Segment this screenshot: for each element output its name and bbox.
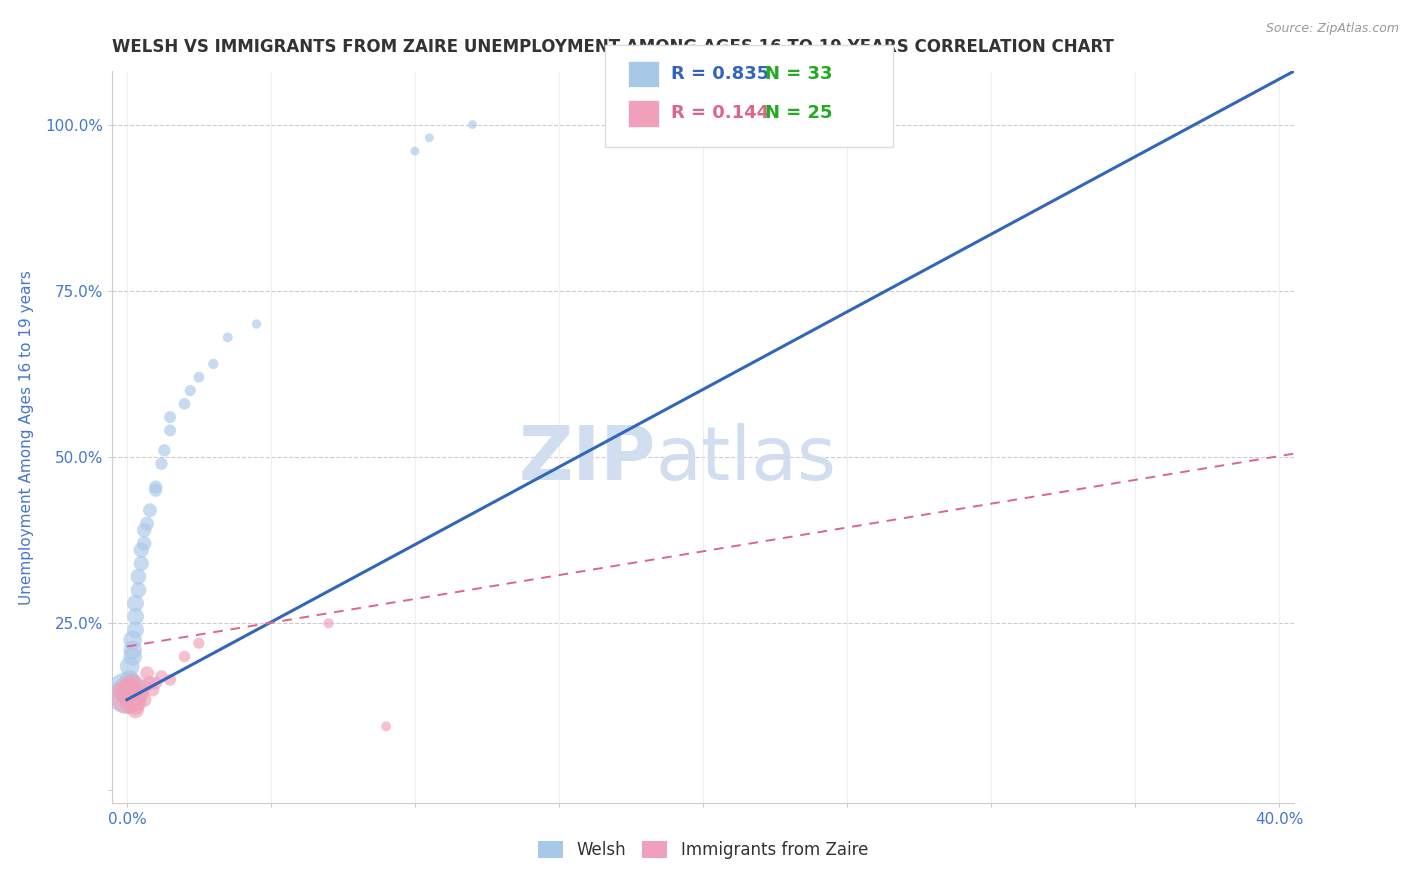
Point: [118, 692, 141, 706]
Y-axis label: Unemployment Among Ages 16 to 19 years: Unemployment Among Ages 16 to 19 years: [20, 269, 34, 605]
Text: N = 33: N = 33: [765, 65, 832, 83]
Point: [134, 523, 156, 537]
Point: [127, 582, 149, 597]
Point: [115, 686, 138, 700]
Point: [121, 632, 143, 647]
Point: [124, 703, 146, 717]
Point: [136, 516, 159, 531]
Point: [139, 676, 162, 690]
Point: [179, 384, 201, 398]
Point: [121, 643, 143, 657]
Point: [118, 673, 141, 687]
Point: [129, 543, 152, 558]
Point: [127, 690, 149, 704]
Text: Source: ZipAtlas.com: Source: ZipAtlas.com: [1265, 22, 1399, 36]
Point: [115, 690, 138, 704]
Point: [159, 424, 181, 438]
Point: [159, 673, 181, 687]
Point: [145, 483, 167, 498]
Text: R = 0.144: R = 0.144: [671, 104, 769, 122]
Legend: Welsh, Immigrants from Zaire: Welsh, Immigrants from Zaire: [530, 833, 876, 868]
Point: [159, 410, 181, 425]
Point: [118, 659, 141, 673]
Point: [145, 480, 167, 494]
Point: [124, 623, 146, 637]
Point: [129, 686, 152, 700]
Point: [145, 676, 167, 690]
Point: [404, 144, 426, 158]
Point: [121, 676, 143, 690]
Point: [139, 503, 162, 517]
Point: [134, 536, 156, 550]
Point: [150, 669, 173, 683]
Point: [124, 699, 146, 714]
Point: [173, 397, 195, 411]
Text: R = 0.835: R = 0.835: [671, 65, 769, 83]
Text: WELSH VS IMMIGRANTS FROM ZAIRE UNEMPLOYMENT AMONG AGES 16 TO 19 YEARS CORRELATIO: WELSH VS IMMIGRANTS FROM ZAIRE UNEMPLOYM…: [112, 38, 1115, 56]
Point: [318, 616, 340, 631]
Point: [121, 690, 143, 704]
Point: [121, 649, 143, 664]
Point: [134, 680, 156, 694]
Point: [115, 682, 138, 697]
Point: [118, 680, 141, 694]
Text: atlas: atlas: [655, 423, 837, 496]
Point: [129, 557, 152, 571]
Point: [124, 609, 146, 624]
Point: [134, 692, 156, 706]
Text: N = 25: N = 25: [765, 104, 832, 122]
Point: [127, 570, 149, 584]
Point: [136, 666, 159, 681]
Point: [118, 696, 141, 710]
Point: [115, 686, 138, 700]
Point: [187, 636, 209, 650]
Point: [187, 370, 209, 384]
Text: ZIP: ZIP: [519, 423, 655, 496]
Point: [124, 596, 146, 610]
Point: [142, 682, 165, 697]
Point: [245, 317, 267, 331]
Point: [217, 330, 239, 344]
Point: [375, 719, 398, 733]
Point: [150, 457, 173, 471]
Point: [418, 131, 440, 145]
Point: [115, 682, 138, 697]
Point: [127, 696, 149, 710]
Point: [173, 649, 195, 664]
Point: [202, 357, 225, 371]
Point: [461, 118, 484, 132]
Point: [153, 443, 176, 458]
